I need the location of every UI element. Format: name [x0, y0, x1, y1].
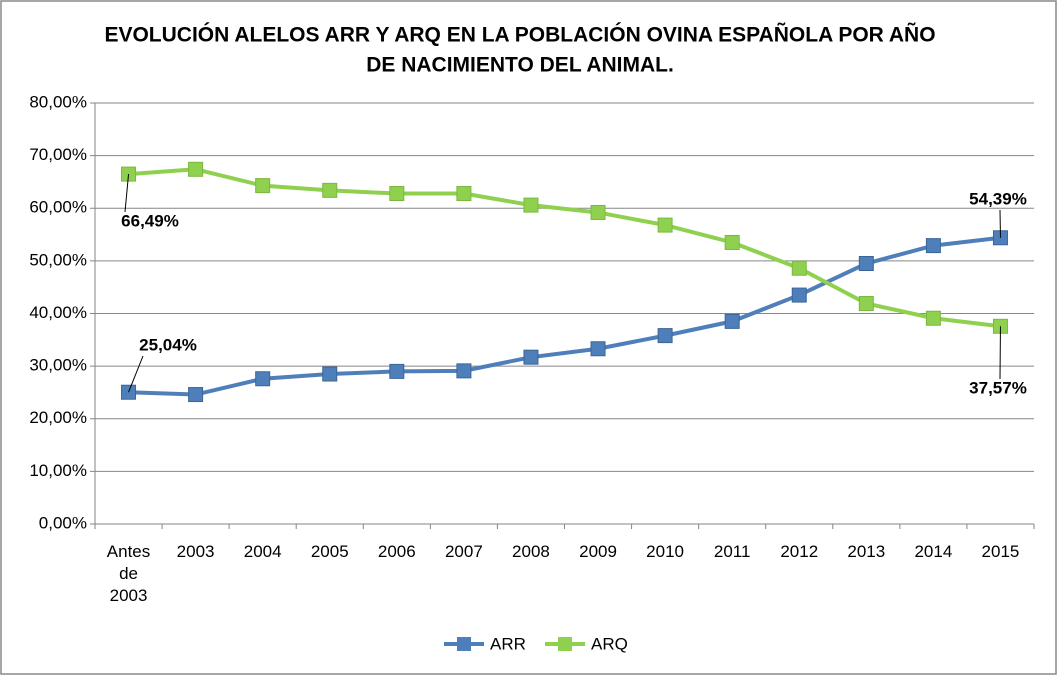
marker	[322, 182, 338, 198]
marker	[523, 349, 539, 365]
legend-label: ARQ	[591, 634, 628, 653]
marker	[188, 387, 204, 403]
marker	[322, 366, 338, 382]
y-tick-label: 20,00%	[29, 408, 87, 427]
x-tick-label: 2011	[713, 542, 751, 561]
x-tick-label: 2014	[914, 542, 953, 561]
data-label: 66,49%	[121, 211, 179, 230]
x-tick-label: 2012	[780, 542, 819, 561]
y-tick-label: 0,00%	[39, 513, 87, 532]
legend-label: ARR	[490, 634, 526, 653]
marker	[925, 310, 941, 326]
y-tick-label: 40,00%	[29, 303, 87, 322]
marker	[925, 238, 941, 254]
chart-title: EVOLUCIÓN ALELOS ARR Y ARQ EN LA POBLACI…	[104, 23, 935, 47]
chart-title: DE NACIMIENTO DEL ANIMAL.	[366, 54, 674, 77]
marker	[456, 363, 472, 379]
marker	[724, 234, 740, 250]
marker	[657, 328, 673, 344]
marker	[590, 341, 606, 357]
x-tick-label: 2006	[377, 542, 416, 561]
legend-marker	[457, 637, 471, 651]
x-tick-label: 2005	[310, 542, 349, 561]
series-line	[128, 167, 1001, 329]
y-tick-label: 70,00%	[29, 145, 87, 164]
x-tick-label: 2013	[847, 542, 886, 561]
x-tick-label: 2007	[444, 542, 483, 561]
y-tick-label: 80,00%	[29, 92, 87, 111]
y-tick-label: 10,00%	[29, 461, 87, 480]
x-tick-label: 2008	[512, 542, 550, 561]
marker	[724, 313, 740, 329]
marker	[858, 256, 874, 272]
leader-line	[128, 355, 144, 393]
marker	[389, 186, 405, 202]
leader-line	[124, 174, 130, 213]
x-tick-label: 2010	[646, 542, 684, 561]
marker	[523, 197, 539, 213]
y-tick-label: 50,00%	[29, 250, 87, 269]
marker	[791, 260, 807, 276]
data-label: 25,04%	[139, 335, 197, 354]
x-tick-label: 2003	[176, 542, 215, 561]
marker	[255, 178, 271, 194]
marker	[858, 296, 874, 312]
series-line	[128, 235, 1001, 397]
marker	[255, 371, 271, 387]
y-tick-label: 30,00%	[29, 356, 87, 375]
marker	[657, 217, 673, 233]
data-label: 54,39%	[969, 189, 1027, 208]
x-tick-label: 2015	[981, 542, 1020, 561]
marker	[389, 363, 405, 379]
x-tick-label: 2004	[243, 542, 282, 561]
data-label: 37,57%	[969, 378, 1027, 397]
marker	[188, 161, 204, 177]
x-tick-label: 2009	[579, 542, 617, 561]
y-tick-label: 60,00%	[29, 198, 87, 217]
marker	[791, 287, 807, 303]
marker	[121, 384, 137, 400]
legend-marker	[558, 637, 572, 651]
marker	[590, 204, 606, 220]
marker	[456, 186, 472, 202]
x-tick-label: Antes de 2003	[106, 542, 151, 605]
